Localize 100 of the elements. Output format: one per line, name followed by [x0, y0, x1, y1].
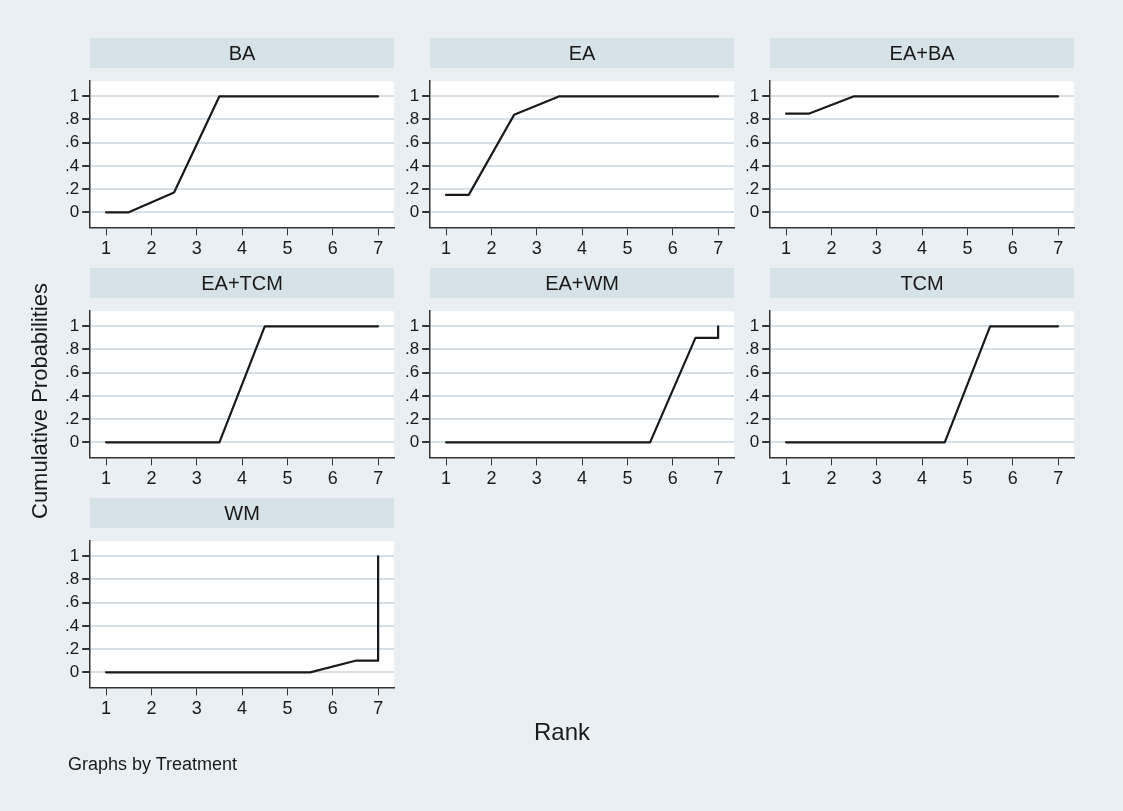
x-axis-title: Rank	[533, 718, 591, 746]
y-tick-label: 0	[409, 432, 420, 451]
y-tick-label: .2	[404, 178, 420, 198]
x-tick-label: 2	[486, 468, 497, 489]
y-tick-label: .6	[404, 362, 420, 382]
x-tick-label: 7	[373, 468, 384, 489]
y-tick-label: .6	[64, 132, 80, 152]
x-tick-label: 7	[373, 238, 384, 259]
y-tick-label: .4	[64, 615, 80, 635]
y-tick-label: 0	[749, 202, 760, 221]
x-tick-label: 6	[1007, 238, 1018, 259]
x-tick-label: 1	[441, 238, 452, 259]
x-tick-label: 3	[191, 238, 202, 259]
x-tick-label: 2	[146, 698, 157, 719]
x-tick-label: 6	[327, 468, 338, 489]
chart-title: BA	[90, 38, 394, 68]
x-tick-label: 4	[237, 468, 248, 489]
y-tick-label: .4	[744, 155, 760, 175]
x-tick-label: 4	[917, 238, 928, 259]
x-tick-label: 5	[962, 238, 973, 259]
x-tick-label: 5	[622, 468, 633, 489]
y-tick-label: .6	[744, 132, 760, 152]
x-tick-label: 1	[781, 238, 792, 259]
y-tick-label: .4	[404, 385, 420, 405]
x-tick-label: 6	[667, 468, 678, 489]
x-tick-label: 3	[871, 468, 882, 489]
x-tick-label: 4	[577, 468, 588, 489]
x-tick-label: 5	[282, 238, 293, 259]
y-tick-label: .6	[64, 592, 80, 612]
x-tick-label: 5	[622, 238, 633, 259]
x-tick-label: 6	[327, 238, 338, 259]
y-tick-label: 1	[749, 315, 760, 335]
chart-title: EA+TCM	[90, 268, 394, 298]
chart-title: EA+BA	[770, 38, 1074, 68]
x-tick-label: 3	[191, 468, 202, 489]
y-tick-label: 1	[749, 85, 760, 105]
y-tick-label: 1	[409, 85, 420, 105]
y-tick-label: .2	[64, 178, 80, 198]
y-tick-label: .2	[744, 178, 760, 198]
y-tick-label: .6	[404, 132, 420, 152]
y-tick-label: .6	[744, 362, 760, 382]
x-tick-label: 4	[237, 698, 248, 719]
x-tick-label: 1	[441, 468, 452, 489]
x-tick-label: 6	[327, 698, 338, 719]
x-tick-label: 6	[1007, 468, 1018, 489]
x-tick-label: 5	[962, 468, 973, 489]
y-tick-label: .4	[64, 155, 80, 175]
y-tick-label: 0	[69, 432, 80, 451]
x-tick-label: 7	[373, 698, 384, 719]
x-tick-label: 5	[282, 468, 293, 489]
y-tick-label: .8	[404, 339, 420, 359]
y-tick-label: 0	[749, 432, 760, 451]
x-tick-label: 1	[781, 468, 792, 489]
y-tick-label: .2	[64, 408, 80, 428]
chart-title: EA+WM	[430, 268, 734, 298]
x-tick-label: 7	[1053, 468, 1064, 489]
y-tick-label: .2	[744, 408, 760, 428]
x-tick-label: 6	[667, 238, 678, 259]
x-tick-label: 3	[191, 698, 202, 719]
y-tick-label: .2	[404, 408, 420, 428]
y-axis-title: Cumulative Probabilities	[27, 282, 53, 521]
x-tick-label: 2	[826, 238, 837, 259]
x-tick-label: 7	[1053, 238, 1064, 259]
x-tick-label: 4	[577, 238, 588, 259]
y-tick-label: .8	[64, 109, 80, 129]
y-tick-label: 0	[409, 202, 420, 221]
y-tick-label: .8	[744, 109, 760, 129]
x-tick-label: 3	[531, 238, 542, 259]
y-tick-label: 1	[69, 545, 80, 565]
x-tick-label: 2	[826, 468, 837, 489]
x-tick-label: 7	[713, 468, 724, 489]
x-tick-label: 5	[282, 698, 293, 719]
y-tick-label: 1	[69, 85, 80, 105]
x-tick-label: 7	[713, 238, 724, 259]
x-tick-label: 2	[146, 468, 157, 489]
x-tick-label: 2	[486, 238, 497, 259]
chart-title: EA	[430, 38, 734, 68]
y-tick-label: .8	[404, 109, 420, 129]
x-tick-label: 3	[871, 238, 882, 259]
y-tick-label: .4	[404, 155, 420, 175]
x-tick-label: 1	[101, 238, 112, 259]
y-tick-label: 1	[69, 315, 80, 335]
chart-title: TCM	[770, 268, 1074, 298]
y-tick-label: .8	[64, 339, 80, 359]
x-tick-label: 4	[237, 238, 248, 259]
chart-title: WM	[90, 498, 394, 528]
x-tick-label: 4	[917, 468, 928, 489]
y-tick-label: .4	[744, 385, 760, 405]
y-tick-label: .6	[64, 362, 80, 382]
y-tick-label: 1	[409, 315, 420, 335]
x-tick-label: 2	[146, 238, 157, 259]
y-tick-label: 0	[69, 662, 80, 681]
y-tick-label: 0	[69, 202, 80, 221]
x-tick-label: 1	[101, 468, 112, 489]
y-tick-label: .8	[64, 569, 80, 589]
y-tick-label: .4	[64, 385, 80, 405]
text: Graphs by Treatment	[68, 754, 238, 775]
x-tick-label: 3	[531, 468, 542, 489]
y-tick-label: .8	[744, 339, 760, 359]
y-tick-label: .2	[64, 638, 80, 658]
